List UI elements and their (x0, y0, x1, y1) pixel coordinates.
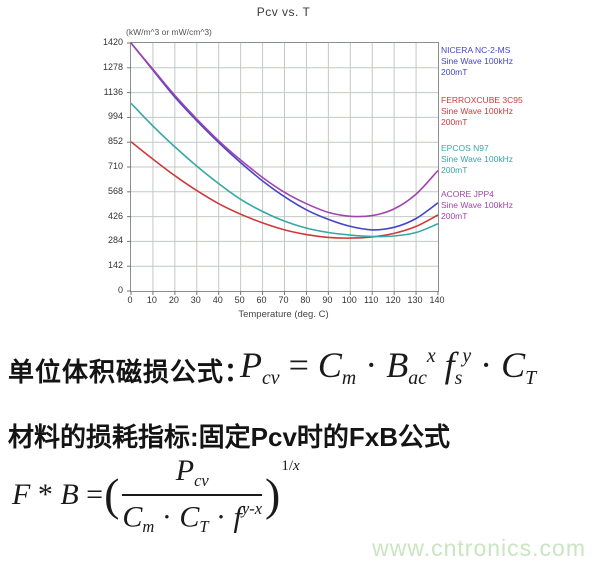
formula-token: P (240, 345, 262, 385)
formula-token: y (462, 345, 472, 368)
formula-token: C (122, 500, 143, 534)
fxb-fraction: Pcv Cm · CT · fy-x (122, 454, 263, 537)
formula-token: B (386, 345, 409, 385)
formula-token (436, 345, 445, 385)
legend-line: EPCOS N97 (441, 143, 489, 153)
x-tick-label: 0 (127, 295, 133, 305)
legend-item-nicera-nc-2-ms: NICERA NC-2-MS Sine Wave 100kHz 200mT (441, 45, 513, 78)
x-tick-label: 10 (146, 295, 157, 305)
formula-token: x (293, 458, 300, 474)
formula-token: T (525, 366, 537, 389)
x-tick-label: 130 (407, 295, 423, 305)
pcv-formula-caption: 单位体积磁损公式： (8, 357, 252, 387)
y-tick-label: 284 (107, 235, 123, 246)
fxb-exponent: 1/x (281, 458, 299, 475)
formula-token: P (175, 454, 195, 487)
chart-legend: NICERA NC-2-MS Sine Wave 100kHz 200mT FERRO… (441, 45, 597, 245)
legend-line: ACORE JPP4 (441, 189, 494, 199)
formula-token: x (426, 345, 436, 368)
x-tick-label: 30 (190, 295, 201, 305)
formula-token: y-x (241, 498, 263, 518)
legend-line: Sine Wave 100kHz (441, 200, 513, 210)
fxb-denominator: Cm · CT · fy-x (122, 496, 262, 537)
legend-line: 200mT (441, 211, 468, 221)
y-tick-label: 0 (117, 285, 123, 295)
legend-line: FERROXCUBE 3C95 (441, 95, 523, 105)
x-tick-label: 110 (364, 295, 379, 305)
legend-item-acore-jpp4: ACORE JPP4 Sine Wave 100kHz 200mT (441, 189, 513, 222)
formula-token: f (233, 500, 242, 534)
formula-token: = (78, 478, 104, 512)
legend-item-epcos-n97: EPCOS N97 Sine Wave 100kHz 200mT (441, 143, 513, 176)
x-tick-label: 20 (168, 295, 179, 305)
y-tick-label: 426 (107, 210, 123, 221)
x-tick-label: 140 (429, 295, 445, 305)
chart-canvas (127, 42, 439, 295)
legend-line: 200mT (441, 117, 468, 127)
y-tick-label: 1136 (103, 86, 123, 97)
legend-line: Sine Wave 100kHz (441, 106, 513, 116)
series-curve-acore-jpp4 (130, 42, 439, 218)
series-curve-epcos-n97 (130, 102, 439, 238)
formula-token: · (208, 500, 234, 534)
legend-line: Sine Wave 100kHz (441, 56, 513, 66)
x-axis-label: Temperature (deg. C) (238, 309, 329, 320)
y-axis-unit-label: (kW/m^3 or mW/cm^3) (126, 27, 212, 37)
x-tick-label: 90 (322, 295, 333, 305)
fxb-numerator: Pcv (122, 454, 263, 496)
formula-token: cv (262, 366, 280, 389)
pcv-formula: Pcv = Cm · Bacx fsy · CT (240, 344, 536, 390)
formula-token: F (12, 478, 31, 512)
x-tick-label: 60 (256, 295, 267, 305)
fxb-lhs: F * B = (12, 478, 103, 512)
series-curve-nicera-nc-2-ms (130, 42, 439, 231)
y-tick-label: 1278 (102, 61, 123, 72)
x-tick-label: 40 (212, 295, 223, 305)
open-paren: ( (104, 469, 120, 521)
formula-token: T (199, 516, 209, 536)
watermark: www.cntronics.com (372, 535, 586, 561)
formula-token: * (30, 478, 61, 512)
formula-token: f (444, 345, 455, 385)
fxb-formula: F * B = ( Pcv Cm · CT · fy-x ) 1/x (12, 454, 300, 537)
x-tick-label: 80 (300, 295, 311, 305)
formula-token: s (454, 366, 463, 389)
y-axis-tick-labels: 0 142 284 426 568 710 852 994 1136 1278 1420 (90, 37, 126, 295)
formula-token: · (356, 345, 387, 385)
plot-area (127, 42, 439, 295)
formula-token: C (501, 345, 526, 385)
formula-token: ac (408, 366, 427, 389)
x-axis-tick-labels: 0 10 20 30 40 50 60 70 80 90 100 110 120 130 140 (127, 295, 444, 307)
formula-token: cv (194, 470, 209, 490)
legend-line: 200mT (441, 67, 468, 77)
formula-token: m (142, 516, 155, 536)
formula-token: = (279, 345, 318, 385)
formula-token: C (317, 345, 342, 385)
legend-line: Sine Wave 100kHz (441, 154, 513, 164)
x-tick-label: 70 (278, 295, 289, 305)
formula-token: · (154, 500, 180, 534)
fxb-heading: 材料的损耗指标:固定Pcv时的FxB公式 (8, 422, 451, 452)
y-tick-label: 142 (107, 260, 123, 271)
formula-token: C (179, 500, 200, 534)
formula-token: B (60, 478, 79, 512)
y-tick-label: 568 (107, 185, 123, 196)
formula-token: · (471, 345, 502, 385)
x-tick-label: 50 (234, 295, 245, 305)
chart-title: Pcv vs. T (256, 5, 311, 19)
y-tick-label: 710 (107, 161, 123, 171)
legend-item-ferroxcube-3c95: FERROXCUBE 3C95 Sine Wave 100kHz 200mT (441, 95, 523, 128)
x-tick-label: 100 (341, 295, 357, 305)
formula-token: m (341, 366, 357, 389)
formula-token: 1/ (281, 458, 294, 474)
x-tick-label: 120 (385, 295, 401, 305)
close-paren: ) (265, 469, 281, 521)
series-curve-ferroxcube-3c95 (130, 141, 439, 239)
legend-line: 200mT (441, 165, 468, 175)
y-tick-label: 852 (107, 136, 123, 147)
legend-line: NICERA NC-2-MS (441, 45, 511, 55)
y-tick-label: 1420 (102, 37, 123, 47)
y-tick-label: 994 (107, 111, 123, 122)
